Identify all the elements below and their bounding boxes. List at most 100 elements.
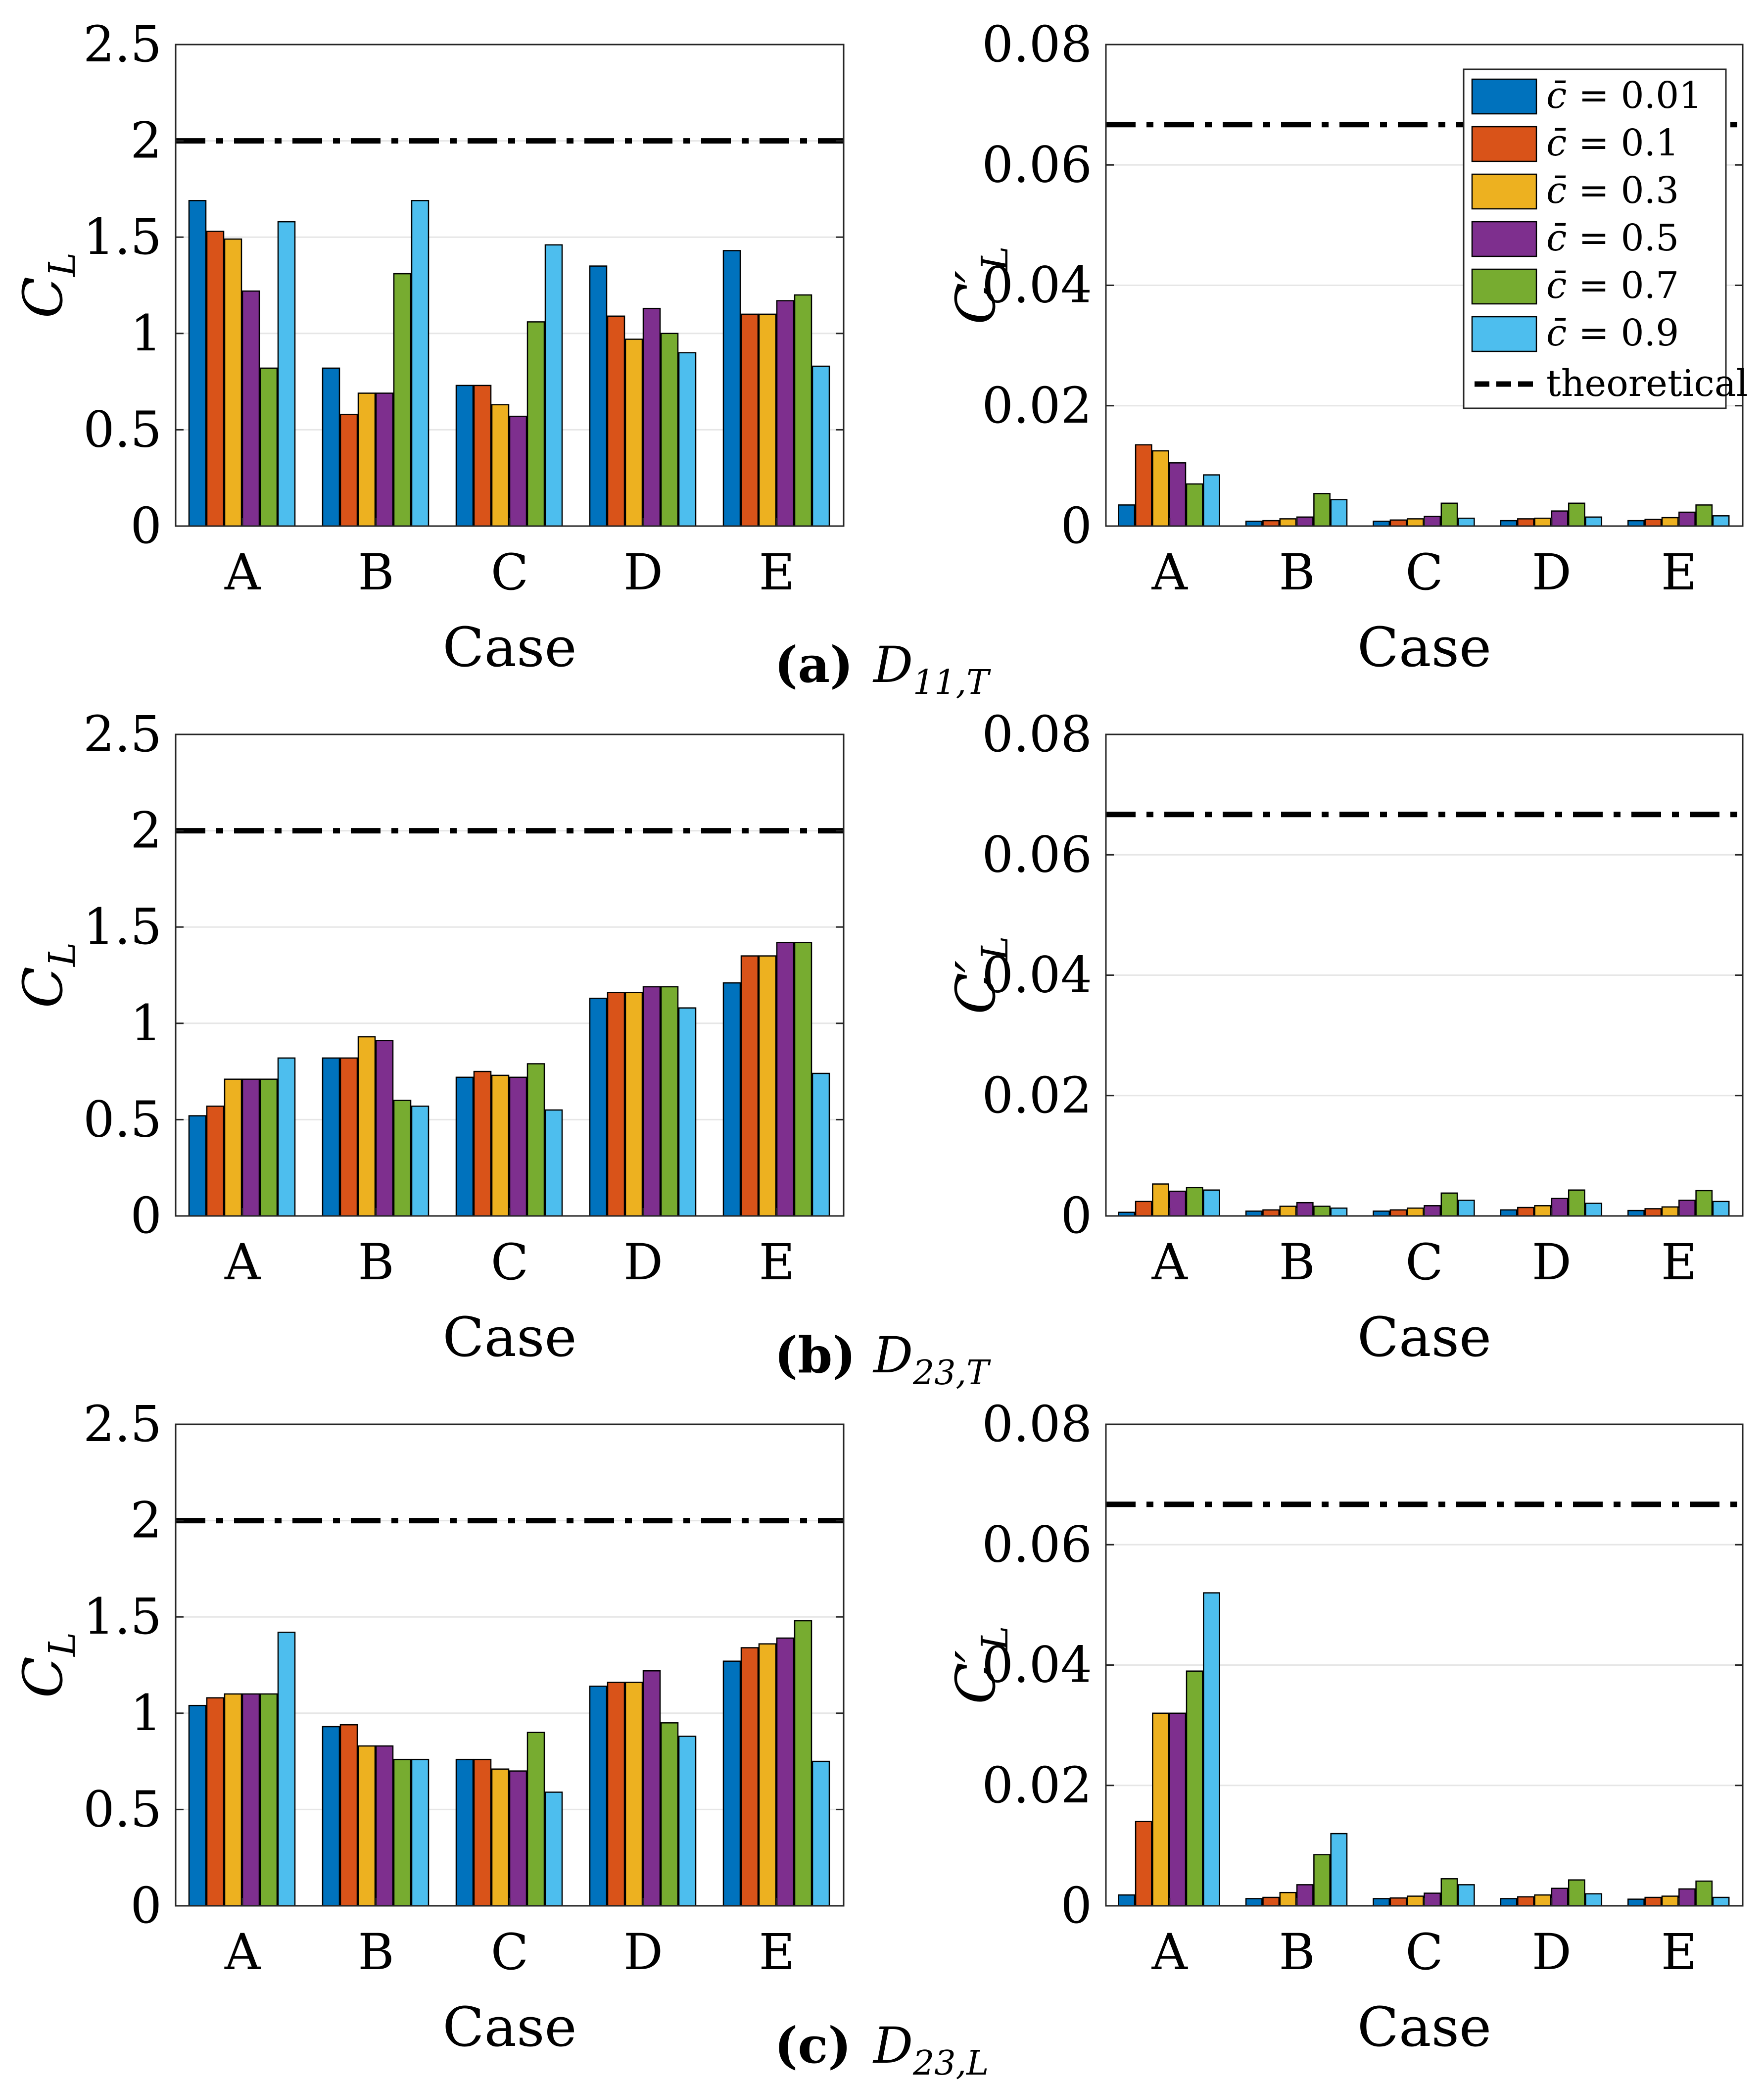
bar-c-left-B-s3 [375, 1745, 394, 1907]
bar-b-left-C-s1 [473, 1070, 492, 1217]
bar-b-left-E-s4 [794, 942, 812, 1217]
xtick-label-b-right-C: C [1405, 1233, 1443, 1291]
xtick-label-c-left-E: E [759, 1923, 795, 1981]
ytick-label-a-right-3: 0.06 [982, 136, 1092, 194]
bar-b-left-A-s4 [259, 1078, 278, 1217]
ylabel-b-right: C′L [944, 936, 1016, 1014]
ytick-label-c-right-4: 0.08 [982, 1395, 1092, 1453]
bar-b-right-E-s4 [1695, 1190, 1713, 1217]
bar-a-left-B-s4 [393, 273, 412, 527]
bar-b-right-E-s1 [1644, 1208, 1662, 1217]
bar-b-right-B-s5 [1330, 1207, 1348, 1217]
bar-a-right-E-s2 [1661, 517, 1679, 527]
bar-a-left-A-s3 [241, 290, 260, 527]
bar-a-right-D-s2 [1534, 517, 1552, 527]
ytick-label-a-right-0: 0 [1060, 497, 1092, 555]
legend-swatch-3 [1471, 221, 1537, 257]
bar-c-right-D-s1 [1517, 1896, 1534, 1907]
bar-a-right-A-s5 [1203, 474, 1220, 527]
legend-label-2: c̄ = 0.3 [1546, 169, 1679, 212]
bar-a-left-B-s5 [411, 200, 429, 527]
xtick-label-c-right-A: A [1151, 1923, 1189, 1981]
xlabel-c-right: Case [1357, 1995, 1491, 2059]
xtick-label-a-left-A: A [224, 543, 261, 601]
bar-c-left-D-s2 [624, 1682, 643, 1907]
caption-a-main: D [872, 636, 913, 694]
bar-c-left-A-s4 [259, 1693, 278, 1907]
xtick-label-c-left-A: A [224, 1923, 261, 1981]
bar-c-right-E-s1 [1644, 1896, 1662, 1907]
ytick-label-a-left-4: 2 [130, 112, 162, 170]
ytick-label-a-right-1: 0.02 [982, 377, 1092, 435]
bar-c-left-A-s0 [188, 1704, 207, 1907]
xtick-label-b-left-E: E [759, 1233, 795, 1291]
legend-swatch-4 [1471, 268, 1537, 305]
ytick-label-b-right-0: 0 [1060, 1187, 1092, 1245]
bar-a-left-D-s4 [660, 333, 679, 527]
bar-a-left-D-s3 [642, 307, 661, 527]
bar-b-right-D-s3 [1551, 1198, 1569, 1217]
chart-panel-a-left: 0 0.5 1 1.5 2 2.5 A B C D E Case CL [11, 15, 845, 679]
ytick-label-c-right-3: 0.06 [982, 1515, 1092, 1573]
bar-a-right-C-s5 [1457, 517, 1475, 527]
ytick-label-a-right-4: 0.08 [982, 15, 1092, 73]
ytick-label-b-left-2: 1 [130, 994, 162, 1052]
chart-panel-c-left: 0 0.5 1 1.5 2 2.5 A B C D E Case CL [11, 1395, 845, 2059]
bar-c-right-D-s4 [1568, 1879, 1585, 1907]
bar-c-left-B-s4 [393, 1758, 412, 1907]
bar-a-right-B-s3 [1296, 516, 1314, 527]
bar-a-left-D-s0 [589, 265, 608, 527]
bar-c-left-B-s2 [357, 1745, 376, 1907]
bar-c-right-E-s2 [1661, 1895, 1679, 1907]
caption-c: (c) D 23,L [774, 2016, 989, 2082]
bar-c-right-B-s4 [1313, 1854, 1331, 1907]
bar-b-right-C-s2 [1406, 1207, 1424, 1217]
bar-a-right-A-s3 [1169, 462, 1187, 527]
bar-a-left-E-s4 [794, 294, 812, 527]
ytick-label-b-right-1: 0.02 [982, 1066, 1092, 1124]
legend-label-5: c̄ = 0.9 [1546, 312, 1679, 354]
bar-c-left-A-s5 [277, 1632, 296, 1907]
bar-c-left-E-s1 [740, 1647, 759, 1907]
ytick-label-b-left-0: 0 [130, 1187, 162, 1245]
bar-b-left-C-s5 [544, 1109, 563, 1217]
ytick-label-c-left-0: 0 [130, 1877, 162, 1935]
ylabel-a-left: CL [11, 252, 84, 318]
ytick-label-c-left-1: 0.5 [83, 1780, 162, 1838]
bar-a-right-E-s4 [1695, 504, 1713, 527]
bar-a-right-D-s4 [1568, 502, 1585, 527]
legend-label-1: c̄ = 0.1 [1546, 122, 1679, 164]
xtick-label-c-left-B: B [358, 1923, 394, 1981]
bar-c-right-C-s3 [1424, 1892, 1441, 1907]
ytick-label-b-right-2: 0.04 [982, 946, 1092, 1004]
ylabel-a-right: C′L [944, 246, 1016, 324]
bar-a-right-C-s1 [1389, 519, 1407, 527]
bar-b-right-B-s1 [1262, 1209, 1280, 1217]
bar-c-left-A-s1 [206, 1697, 225, 1907]
caption-a-sub: 11,T [913, 663, 991, 702]
bar-c-left-C-s4 [526, 1732, 545, 1907]
bar-a-left-E-s3 [776, 300, 795, 527]
ytick-label-c-left-5: 2.5 [83, 1395, 162, 1453]
ylabel-c-left: CL [11, 1632, 84, 1698]
xtick-label-a-left-C: C [491, 543, 529, 601]
bar-c-left-D-s4 [660, 1722, 679, 1907]
bar-a-left-C-s0 [455, 385, 474, 527]
ytick-label-b-left-4: 2 [130, 802, 162, 860]
xtick-label-a-left-E: E [759, 543, 795, 601]
bar-a-left-E-s0 [722, 250, 741, 527]
bar-b-right-A-s5 [1203, 1189, 1220, 1217]
xlabel-a-right: Case [1357, 616, 1491, 679]
legend-swatch-1 [1471, 126, 1537, 162]
bar-a-right-B-s5 [1330, 499, 1348, 527]
ytick-label-a-left-1: 0.5 [83, 400, 162, 458]
bar-b-left-C-s2 [491, 1074, 510, 1217]
ylabel-b-left: CL [11, 942, 84, 1008]
bar-b-right-A-s3 [1169, 1190, 1187, 1217]
xtick-label-a-left-D: D [623, 543, 663, 601]
ytick-label-b-right-3: 0.06 [982, 825, 1092, 883]
caption-c-tag: (c) [774, 2016, 852, 2075]
xtick-label-b-left-A: A [224, 1233, 261, 1291]
bar-c-left-D-s5 [678, 1736, 697, 1907]
xlabel-c-left: Case [442, 1995, 576, 2059]
